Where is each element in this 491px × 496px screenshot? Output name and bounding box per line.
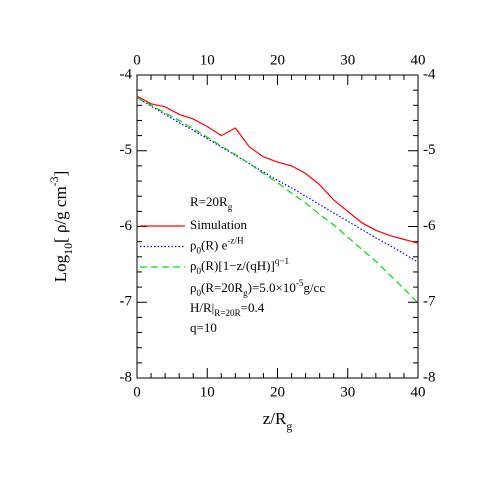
x-tick-label-top: 40 [411, 52, 426, 68]
x-tick-label: 30 [340, 384, 355, 400]
legend-label-part: (R)[1−z/(qH)] [201, 258, 275, 273]
y-tick-label: -4 [120, 66, 133, 82]
y-axis-label-part: -3 [47, 176, 61, 186]
legend-label-part: ρ [190, 237, 197, 252]
x-tick-label-top: 10 [200, 52, 215, 68]
annotation-part: ρ [190, 280, 197, 295]
y-axis-label-part: [ ρ/g cm [51, 186, 70, 243]
legend-label-part: (R) e [201, 237, 228, 252]
legend-label-part: ρ [190, 258, 197, 273]
x-axis-label-part: g [286, 419, 292, 433]
annotation-part: g [243, 288, 248, 298]
annotation: ρ0(R=20Rg)=5.0×10-5g/cc [190, 278, 325, 298]
x-axis-label-part: z/R [263, 409, 287, 428]
data-line [136, 97, 419, 263]
y-axis-label: Log10[ ρ/g cm-3] [47, 171, 75, 283]
legend-label: ρ0(R) e-z/H [190, 236, 244, 256]
y-axis-label-part: Log [51, 254, 70, 282]
annotation-part: )=5.0×10 [248, 280, 296, 295]
y-tick-label: -8 [120, 369, 133, 385]
annotation-part: q=10 [190, 320, 217, 335]
x-tick-label-top: 30 [340, 52, 355, 68]
data-line [136, 95, 419, 244]
y-tick-label-right: -6 [423, 218, 436, 234]
x-tick-label-top: 20 [270, 52, 285, 68]
legend-label-part: Simulation [190, 217, 248, 232]
legend-title: R=20Rg [190, 194, 233, 212]
legend-label: ρ0(R)[1−z/(qH)]q−1 [190, 256, 289, 276]
y-tick-label: -6 [120, 218, 133, 234]
x-tick-label: 20 [270, 384, 285, 400]
legend-label-part: 0 [197, 246, 202, 256]
y-axis-label-part: ] [51, 171, 70, 177]
x-tick-label: 0 [133, 384, 141, 400]
annotation: H/R|R=20R=0.4 [190, 300, 265, 318]
x-tick-label: 10 [200, 384, 215, 400]
annotation-part: H/R| [190, 300, 214, 315]
annotation: q=10 [190, 320, 217, 335]
legend-title-part: R=20R [190, 194, 228, 209]
y-tick-label-right: -4 [423, 66, 436, 82]
y-tick-label-right: -8 [423, 369, 436, 385]
x-tick-label: 40 [411, 384, 426, 400]
y-tick-label-right: -7 [423, 294, 436, 310]
annotation-part: =0.4 [241, 300, 265, 315]
y-axis-label-part: 10 [61, 243, 75, 255]
legend-title-part: g [228, 202, 233, 212]
x-axis-label: z/Rg [263, 409, 293, 433]
annotation-part: (R=20R [201, 280, 243, 295]
annotation-part: R=20R [214, 308, 241, 318]
data-line [136, 97, 419, 304]
y-tick-label-right: -5 [423, 142, 436, 158]
y-tick-label: -5 [120, 142, 133, 158]
y-tick-label: -7 [120, 294, 133, 310]
annotation-part: -5 [296, 278, 304, 288]
annotation-part: 0 [197, 288, 202, 298]
legend-label-part: 0 [197, 266, 202, 276]
legend-label-part: q−1 [275, 256, 289, 266]
legend-label-part: -z/H [227, 236, 244, 246]
legend-label: Simulation [190, 217, 248, 232]
x-tick-label-top: 0 [133, 52, 141, 68]
annotation-part: g/cc [303, 280, 325, 295]
